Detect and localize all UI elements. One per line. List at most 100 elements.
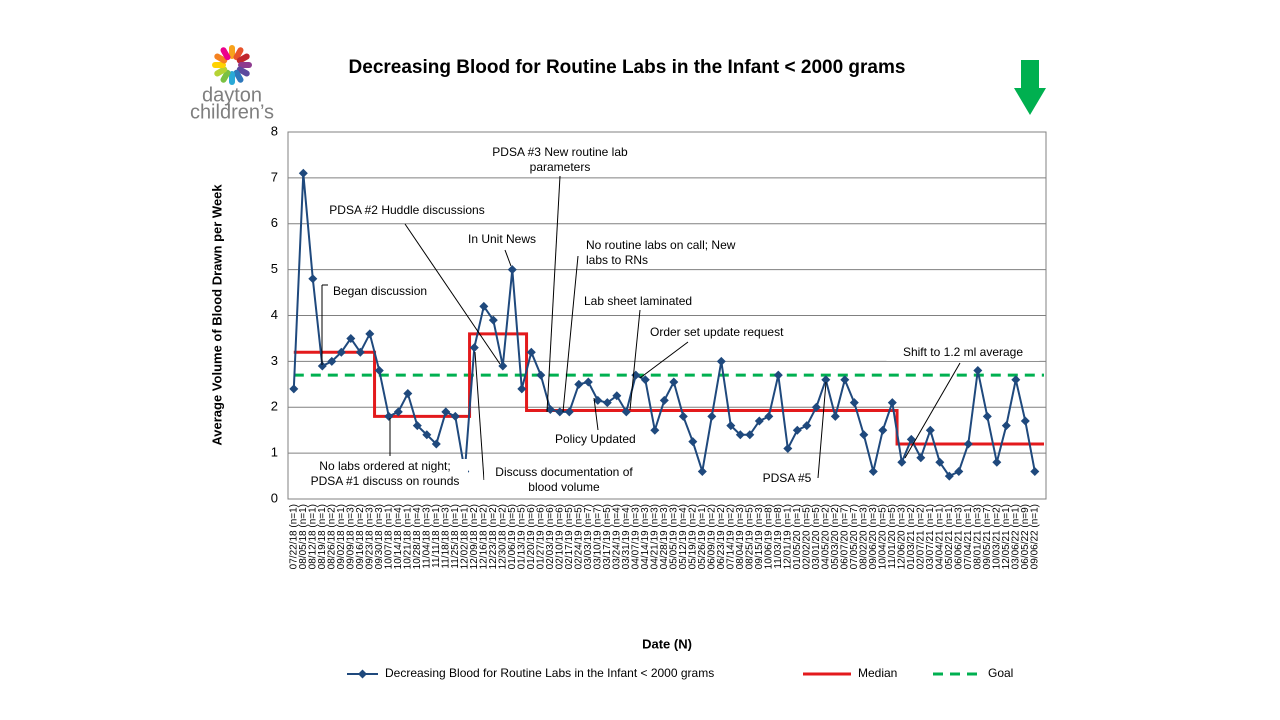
x-tick-label: 11/11/18 (n=1) bbox=[431, 504, 442, 568]
x-tick-label: 10/28/18 (n=4) bbox=[412, 504, 423, 569]
annotation-leader bbox=[504, 249, 512, 267]
x-tick-label: 03/07/21 (n=1) bbox=[925, 504, 936, 569]
data-point bbox=[792, 425, 802, 435]
data-point bbox=[992, 457, 1002, 467]
annotation: Discuss documentation of bbox=[495, 465, 633, 479]
data-point bbox=[336, 347, 346, 357]
x-tick-label: 12/02/18 (n=1) bbox=[459, 504, 470, 569]
data-point bbox=[422, 430, 432, 440]
data-point bbox=[298, 168, 308, 178]
x-tick-label: 09/16/18 (n=2) bbox=[355, 504, 366, 569]
data-point bbox=[517, 384, 527, 394]
data-point bbox=[887, 398, 897, 408]
x-tick-label: 09/30/18 (n=3) bbox=[374, 504, 385, 569]
y-tick-label: 0 bbox=[271, 490, 278, 505]
data-point bbox=[849, 398, 859, 408]
x-tick-label: 06/07/20 (n=7) bbox=[839, 504, 850, 569]
y-tick-label: 1 bbox=[271, 445, 278, 460]
y-tick-label: 4 bbox=[271, 307, 278, 322]
annotation: parameters bbox=[530, 160, 591, 174]
x-tick-label: 09/23/18 (n=3) bbox=[364, 504, 375, 569]
annotation: PDSA #2 Huddle discussions bbox=[329, 203, 484, 217]
data-point bbox=[802, 421, 812, 431]
x-tick-label: 06/05/22 (n=9) bbox=[1020, 504, 1031, 569]
annotation-bg bbox=[761, 471, 813, 487]
annotation-leader bbox=[474, 351, 485, 481]
annotation-bg bbox=[484, 465, 644, 481]
x-tick-label: 10/06/19 (n=8) bbox=[763, 504, 774, 569]
x-tick-label: 10/21/18 (n=1) bbox=[402, 504, 413, 569]
data-point bbox=[906, 434, 916, 444]
x-tick-label: 03/01/20 (n=5) bbox=[811, 504, 822, 569]
x-tick-label: 12/30/18 (n=2) bbox=[497, 504, 508, 569]
annotation: Shift to 1.2 ml average bbox=[903, 345, 1023, 359]
data-point bbox=[916, 453, 926, 463]
x-tick-label: 03/17/19 (n=5) bbox=[602, 504, 613, 569]
x-tick-label: 04/04/21 (n=1) bbox=[934, 504, 945, 569]
logo-petal bbox=[220, 47, 231, 61]
x-tick-label: 12/06/20 (n=3) bbox=[896, 504, 907, 569]
x-tick-label: 09/06/20 (n=3) bbox=[868, 504, 879, 569]
annotation-bg bbox=[525, 160, 595, 176]
annotation-leader bbox=[629, 309, 641, 411]
x-tick-label: 09/02/18 (n=1) bbox=[336, 504, 347, 569]
y-tick-label: 2 bbox=[271, 399, 278, 414]
legend-label: Median bbox=[858, 666, 897, 680]
x-tick-label: 05/03/20 (n=2) bbox=[830, 504, 841, 569]
median-line bbox=[293, 332, 1044, 446]
legend-label: Goal bbox=[988, 666, 1013, 680]
logo-text: dayton bbox=[202, 84, 262, 106]
x-tick-label: 08/05/18 (n=1) bbox=[298, 504, 309, 569]
annotation: Began discussion bbox=[333, 284, 427, 298]
data-point bbox=[441, 407, 451, 417]
logo-mark bbox=[212, 45, 252, 85]
x-tick-label: 01/20/19 (n=6) bbox=[526, 504, 537, 569]
y-axis-title: Average Volume of Blood Drawn per Week bbox=[209, 184, 224, 446]
logo-petal bbox=[212, 62, 226, 68]
annotation: No labs ordered at night; bbox=[319, 459, 450, 473]
annotation-bg bbox=[320, 203, 494, 219]
x-tick-label: 11/18/18 (n=3) bbox=[440, 504, 451, 569]
x-tick-label: 12/05/21 (n=1) bbox=[1001, 504, 1012, 569]
data-point bbox=[678, 411, 688, 421]
annotation: PDSA #1 discuss on rounds bbox=[311, 474, 460, 488]
y-tick-label: 6 bbox=[271, 215, 278, 230]
annotation: Lab sheet laminated bbox=[584, 294, 692, 308]
data-point bbox=[963, 439, 973, 449]
data-point bbox=[327, 356, 337, 366]
logo-petal bbox=[220, 69, 231, 83]
data-point bbox=[479, 301, 489, 311]
data-point bbox=[308, 274, 318, 284]
x-tick-label: 09/15/19 (n=3) bbox=[754, 504, 765, 569]
data-point bbox=[716, 356, 726, 366]
x-tick-label: 03/24/19 (n=4) bbox=[611, 504, 622, 569]
logo-petal bbox=[233, 69, 244, 83]
data-point bbox=[669, 377, 679, 387]
annotation-leader bbox=[562, 255, 579, 413]
x-tick-label: 02/02/20 (n=5) bbox=[801, 504, 812, 569]
annotation: Policy Updated bbox=[555, 432, 636, 446]
x-tick-label: 04/21/19 (n=3) bbox=[649, 504, 660, 569]
annotation-bg bbox=[647, 325, 807, 341]
data-point bbox=[935, 457, 945, 467]
logo-petal bbox=[236, 53, 250, 64]
x-tick-label: 03/03/19 (n=7) bbox=[583, 504, 594, 569]
data-point bbox=[317, 361, 327, 371]
data-point bbox=[1001, 421, 1011, 431]
data-point bbox=[621, 407, 631, 417]
data-point bbox=[925, 425, 935, 435]
data-point bbox=[764, 411, 774, 421]
x-tick-label: 05/12/19 (n=4) bbox=[678, 504, 689, 569]
x-tick-label: 03/06/22 (n=1) bbox=[1010, 504, 1021, 569]
x-tick-label: 04/28/19 (n=3) bbox=[659, 504, 670, 569]
annotation-bg bbox=[330, 284, 439, 300]
data-point bbox=[878, 425, 888, 435]
logo-petal bbox=[214, 53, 228, 64]
x-tick-label: 08/25/19 (n=5) bbox=[744, 504, 755, 569]
data-point bbox=[1030, 466, 1040, 476]
annotation-bg bbox=[886, 345, 1040, 361]
y-tick-label: 8 bbox=[271, 123, 278, 138]
data-point bbox=[355, 347, 365, 357]
x-tick-label: 04/14/19 (n=3) bbox=[640, 504, 651, 569]
x-tick-label: 05/26/19 (n=1) bbox=[697, 504, 708, 569]
